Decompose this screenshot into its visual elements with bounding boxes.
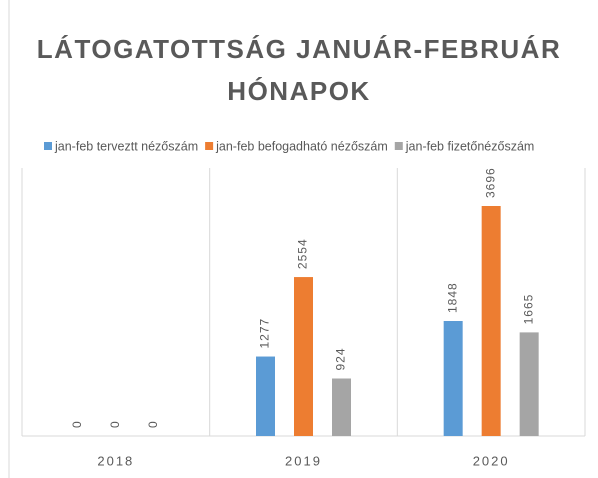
data-label: 0	[146, 420, 160, 428]
data-label: 0	[108, 420, 122, 428]
legend-label: jan-feb fizetőnézőszám	[405, 139, 535, 153]
data-label: 1848	[445, 282, 459, 313]
x-tick-label: 2020	[473, 453, 510, 468]
chart-title: LÁTOGATOTTSÁG JANUÁR-FEBRUÁR HÓNAPOK	[36, 34, 562, 106]
x-tick-label: 2018	[97, 453, 134, 468]
data-label: 1277	[258, 318, 272, 349]
bar	[332, 378, 351, 436]
data-label: 3696	[483, 167, 497, 198]
legend-swatch	[205, 142, 214, 150]
legend-label: jan-feb befogadható nézőszám	[215, 139, 388, 153]
legend-label: jan-feb terveztt nézőszám	[54, 139, 198, 153]
legend-swatch	[394, 142, 403, 150]
bar	[443, 321, 463, 436]
bar	[256, 356, 275, 436]
bar	[481, 206, 501, 436]
data-label: 0	[70, 420, 84, 428]
bar	[519, 332, 539, 436]
x-tick-label: 2019	[285, 453, 322, 468]
bar	[294, 277, 313, 436]
data-label: 2554	[296, 238, 310, 269]
legend-swatch	[44, 142, 52, 150]
data-label: 1665	[521, 294, 535, 325]
data-label: 924	[334, 347, 348, 370]
